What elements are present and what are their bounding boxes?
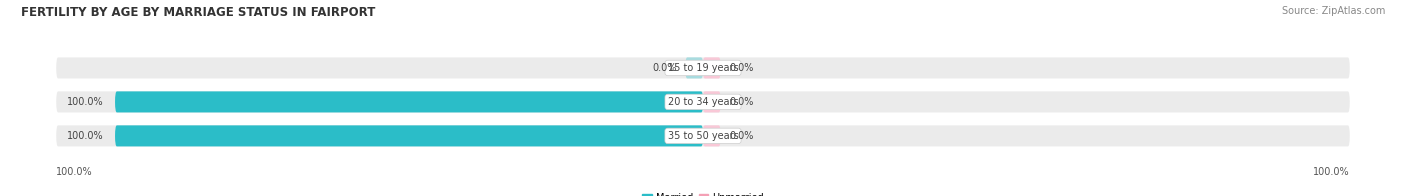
Text: 20 to 34 years: 20 to 34 years xyxy=(668,97,738,107)
Text: 15 to 19 years: 15 to 19 years xyxy=(668,63,738,73)
FancyBboxPatch shape xyxy=(56,125,1350,146)
FancyBboxPatch shape xyxy=(703,91,721,113)
Text: 35 to 50 years: 35 to 50 years xyxy=(668,131,738,141)
Text: 0.0%: 0.0% xyxy=(652,63,676,73)
Text: FERTILITY BY AGE BY MARRIAGE STATUS IN FAIRPORT: FERTILITY BY AGE BY MARRIAGE STATUS IN F… xyxy=(21,6,375,19)
Text: 100.0%: 100.0% xyxy=(56,167,93,178)
Text: 0.0%: 0.0% xyxy=(730,63,754,73)
Text: 100.0%: 100.0% xyxy=(66,131,103,141)
Text: 0.0%: 0.0% xyxy=(730,131,754,141)
Text: Source: ZipAtlas.com: Source: ZipAtlas.com xyxy=(1281,6,1385,16)
FancyBboxPatch shape xyxy=(115,91,703,113)
FancyBboxPatch shape xyxy=(703,125,721,146)
FancyBboxPatch shape xyxy=(703,57,721,78)
Legend: Married, Unmarried: Married, Unmarried xyxy=(643,193,763,196)
Text: 100.0%: 100.0% xyxy=(66,97,103,107)
FancyBboxPatch shape xyxy=(115,125,703,146)
FancyBboxPatch shape xyxy=(685,57,703,78)
FancyBboxPatch shape xyxy=(56,57,1350,78)
Text: 0.0%: 0.0% xyxy=(730,97,754,107)
Text: 100.0%: 100.0% xyxy=(1313,167,1350,178)
FancyBboxPatch shape xyxy=(56,91,1350,113)
